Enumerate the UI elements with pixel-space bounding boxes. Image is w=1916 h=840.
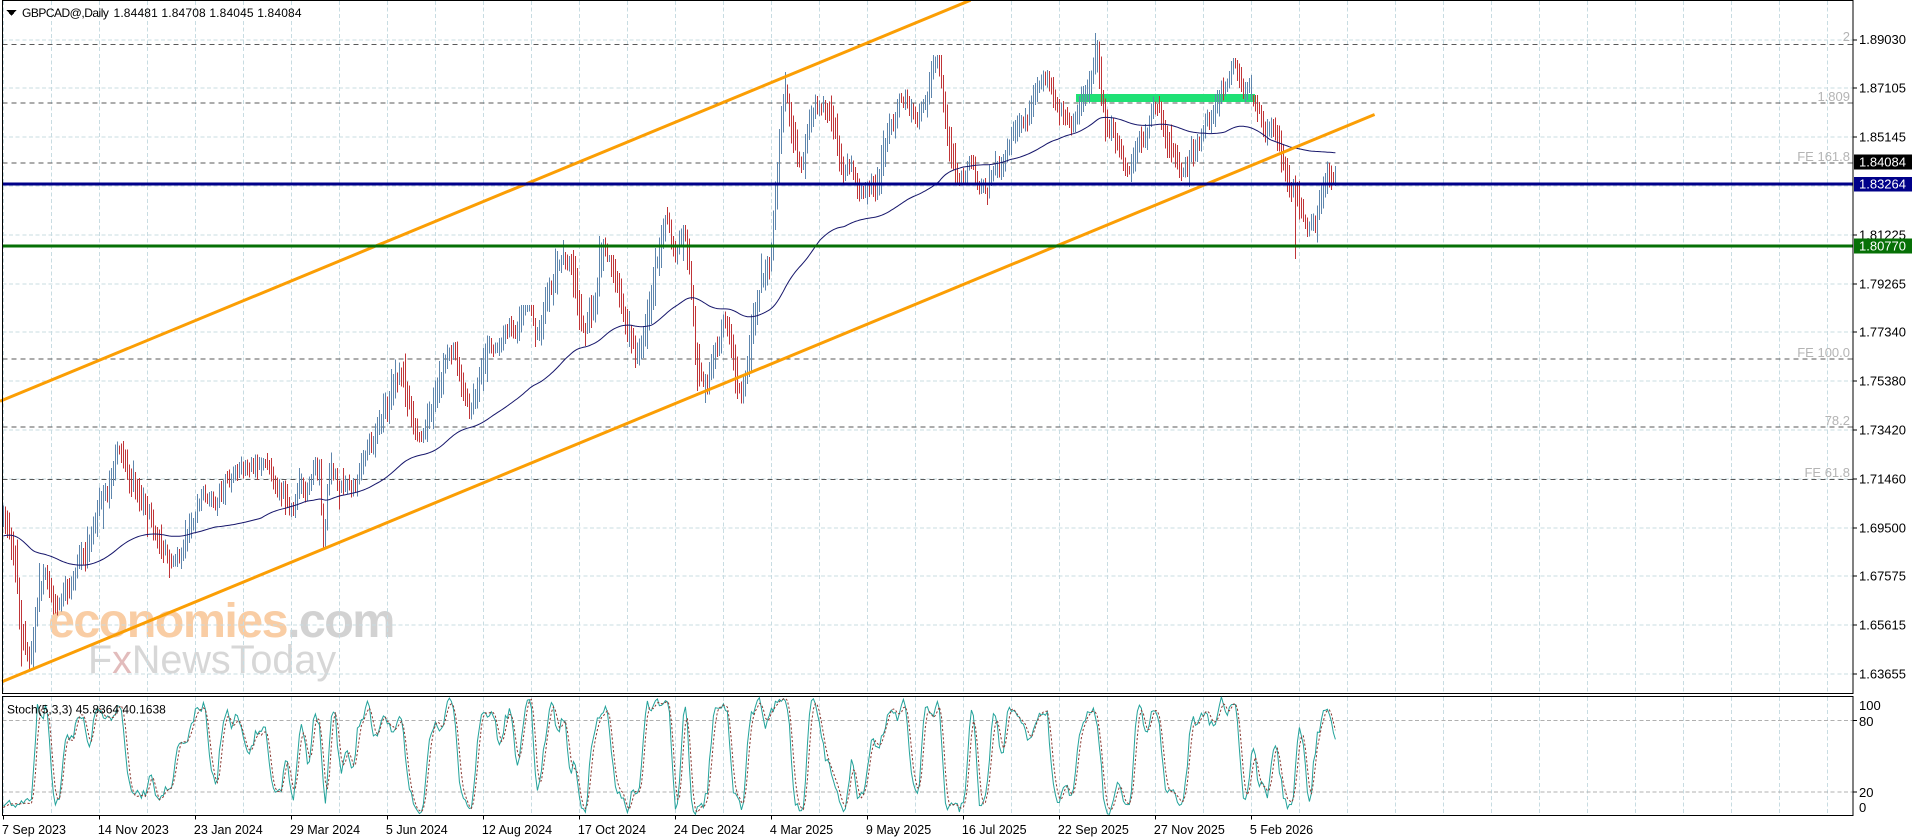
svg-text:16 Jul 2025: 16 Jul 2025 bbox=[962, 823, 1027, 837]
svg-text:5 Jun 2024: 5 Jun 2024 bbox=[386, 823, 448, 837]
svg-text:1.63655: 1.63655 bbox=[1859, 667, 1906, 682]
svg-text:FE 61.8: FE 61.8 bbox=[1804, 465, 1850, 480]
svg-text:100: 100 bbox=[1859, 698, 1881, 713]
svg-text:1.65615: 1.65615 bbox=[1859, 618, 1906, 633]
svg-text:1.77340: 1.77340 bbox=[1859, 325, 1906, 340]
svg-text:7 Sep 2023: 7 Sep 2023 bbox=[2, 823, 66, 837]
svg-text:24 Dec 2024: 24 Dec 2024 bbox=[674, 823, 745, 837]
svg-text:1.73420: 1.73420 bbox=[1859, 423, 1906, 438]
svg-text:FE 100.0: FE 100.0 bbox=[1797, 345, 1850, 360]
svg-text:22 Sep 2025: 22 Sep 2025 bbox=[1058, 823, 1129, 837]
svg-text:2: 2 bbox=[1843, 29, 1850, 44]
svg-text:1.85145: 1.85145 bbox=[1859, 129, 1906, 144]
svg-text:1.69500: 1.69500 bbox=[1859, 521, 1906, 536]
svg-text:17 Oct 2024: 17 Oct 2024 bbox=[578, 823, 646, 837]
svg-text:GBPCAD@,Daily: GBPCAD@,Daily bbox=[22, 6, 109, 20]
svg-text:1.67575: 1.67575 bbox=[1859, 569, 1906, 584]
svg-text:78.2: 78.2 bbox=[1825, 413, 1850, 428]
svg-text:1.80770: 1.80770 bbox=[1859, 239, 1906, 254]
svg-text:12 Aug 2024: 12 Aug 2024 bbox=[482, 823, 552, 837]
svg-text:1.89030: 1.89030 bbox=[1859, 32, 1906, 47]
svg-text:FxNewsToday: FxNewsToday bbox=[88, 638, 336, 682]
svg-text:1.79265: 1.79265 bbox=[1859, 276, 1906, 291]
svg-text:27 Nov 2025: 27 Nov 2025 bbox=[1154, 823, 1225, 837]
svg-text:14 Nov 2023: 14 Nov 2023 bbox=[98, 823, 169, 837]
svg-text:4 Mar 2025: 4 Mar 2025 bbox=[770, 823, 833, 837]
svg-text:1.75380: 1.75380 bbox=[1859, 374, 1906, 389]
svg-text:1.809: 1.809 bbox=[1817, 89, 1850, 104]
svg-text:20: 20 bbox=[1859, 785, 1873, 800]
svg-text:1.83264: 1.83264 bbox=[1859, 177, 1906, 192]
svg-text:5 Feb 2026: 5 Feb 2026 bbox=[1250, 823, 1313, 837]
svg-text:1.71460: 1.71460 bbox=[1859, 472, 1906, 487]
svg-text:Stoch(5,3,3) 45.8364 40.1638: Stoch(5,3,3) 45.8364 40.1638 bbox=[7, 703, 166, 717]
svg-text:23 Jan 2024: 23 Jan 2024 bbox=[194, 823, 263, 837]
svg-text:1.84084: 1.84084 bbox=[1859, 155, 1906, 170]
svg-text:29 Mar 2024: 29 Mar 2024 bbox=[290, 823, 360, 837]
svg-text:1.84481 1.84708 1.84045 1.8408: 1.84481 1.84708 1.84045 1.84084 bbox=[114, 6, 302, 20]
svg-text:80: 80 bbox=[1859, 714, 1873, 729]
svg-text:9 May 2025: 9 May 2025 bbox=[866, 823, 931, 837]
svg-text:0: 0 bbox=[1859, 800, 1866, 815]
svg-text:1.87105: 1.87105 bbox=[1859, 80, 1906, 95]
svg-text:FE 161.8: FE 161.8 bbox=[1797, 149, 1850, 164]
